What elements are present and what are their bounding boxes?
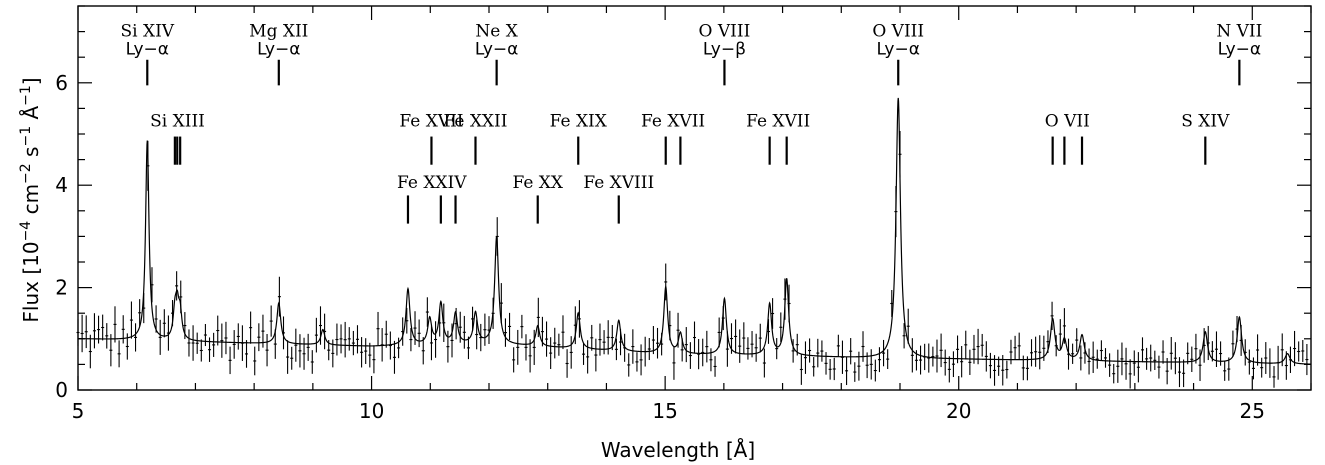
x-tick-label: 10	[359, 399, 384, 423]
ion-label: O VIII	[699, 22, 751, 42]
transition-label: Ly−α	[475, 40, 518, 60]
plot-frame	[77, 5, 1312, 391]
x-tick-label: 20	[946, 399, 971, 423]
ion-label: Ne X	[475, 22, 518, 42]
ion-label: N VII	[1216, 22, 1262, 42]
model-line	[77, 97, 1312, 365]
y-tick-label: 6	[55, 71, 68, 95]
axes: 5 10 15 20 25 0 2 4 6	[55, 5, 1312, 423]
ion-label: Fe XIX	[550, 111, 608, 131]
model-curve	[77, 97, 1312, 365]
ion-label: Fe XVII	[399, 111, 463, 131]
transition-label: Ly−α	[1218, 40, 1261, 60]
y-axis-title: Flux [10−4 cm−2 s−1 Å−1]	[18, 77, 43, 322]
ion-label: Fe XVIII	[583, 173, 654, 193]
ion-label: Fe XXIV	[397, 173, 467, 193]
x-tick-label: 5	[72, 399, 85, 423]
ion-label: S XIV	[1181, 111, 1230, 131]
ion-label: O VIII	[872, 22, 924, 42]
ion-label: Si XIV	[120, 22, 174, 42]
data-points	[76, 131, 1309, 389]
ion-label: Si XIII	[150, 111, 205, 131]
transition-label: Ly−α	[126, 40, 169, 60]
transition-label: Ly−β	[703, 40, 746, 60]
transition-label: Ly−α	[257, 40, 300, 60]
x-tick-label: 15	[652, 399, 677, 423]
ion-label: Mg XII	[249, 22, 308, 42]
y-tick-label: 0	[55, 378, 68, 402]
y-tick-label: 4	[55, 173, 68, 197]
ion-label: Fe XVII	[641, 111, 705, 131]
ion-label: Fe XXII	[444, 111, 508, 131]
ion-label: Fe XVII	[746, 111, 810, 131]
y-tick-label: 2	[55, 276, 68, 300]
x-tick-label: 25	[1240, 399, 1265, 423]
ion-label: O VII	[1045, 111, 1090, 131]
transition-label: Ly−α	[877, 40, 920, 60]
x-axis-title: Wavelength [Å]	[601, 438, 755, 462]
ion-label: Fe XX	[512, 173, 563, 193]
